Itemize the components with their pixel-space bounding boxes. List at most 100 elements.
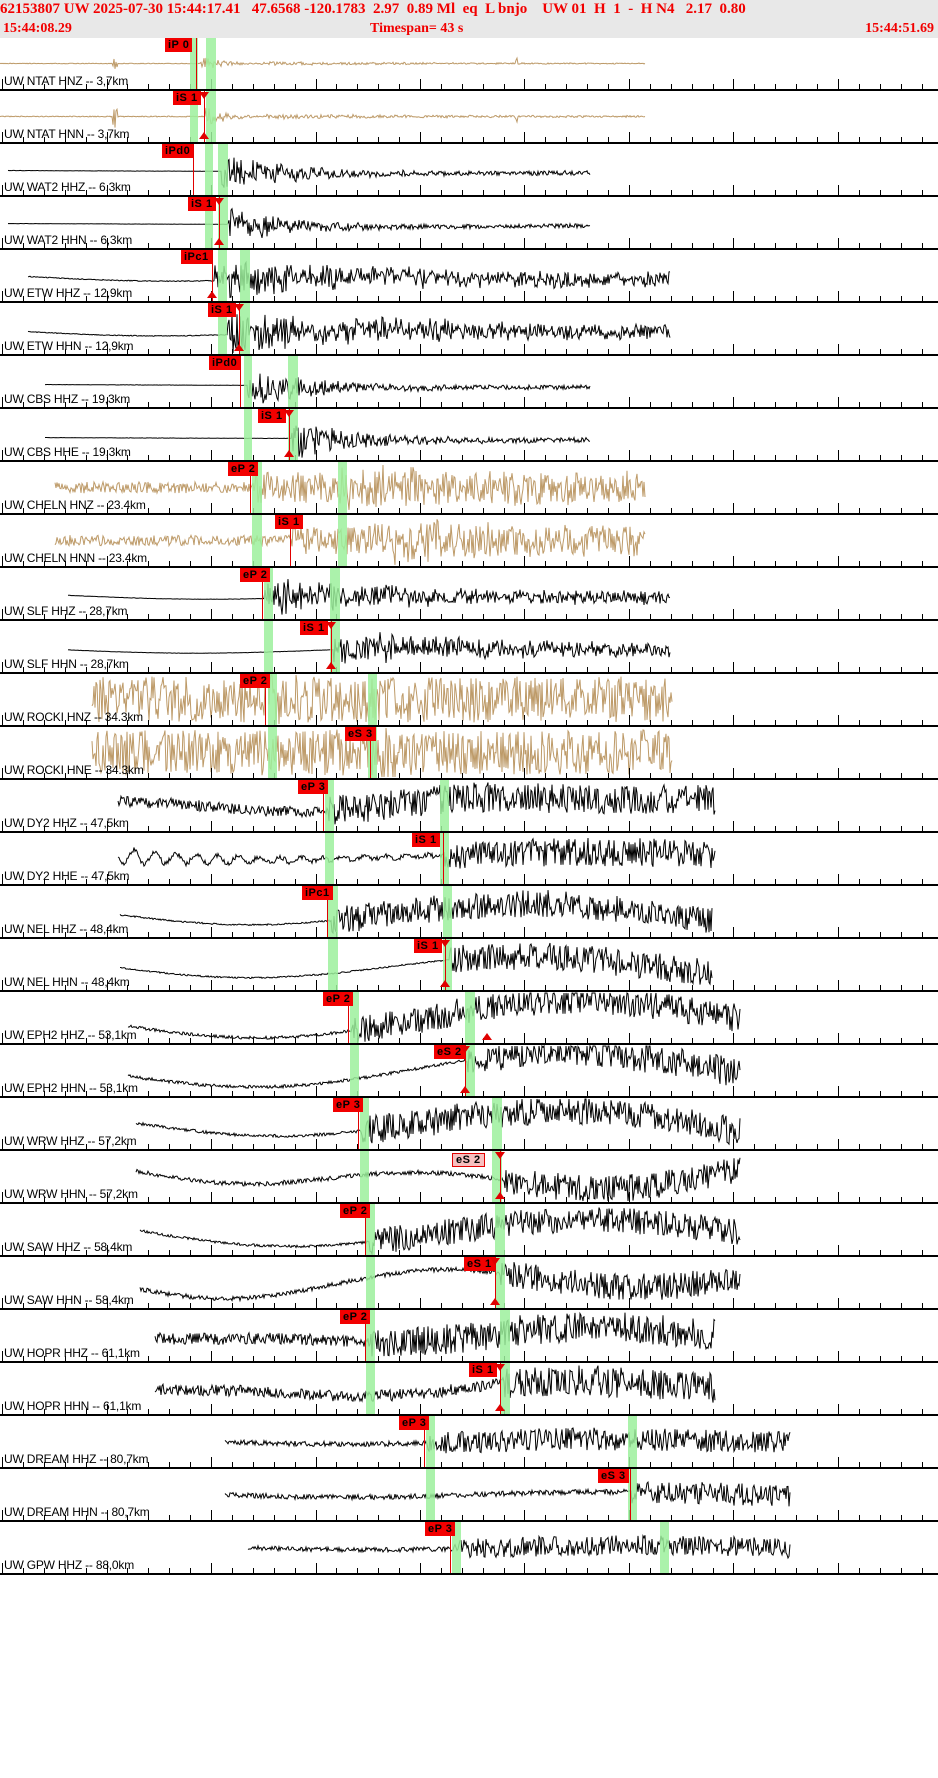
axis-minor-tick <box>86 1409 87 1414</box>
axis-minor-tick <box>608 985 609 990</box>
trace-row[interactable]: eP 2 UW CHELN HNZ -- 23.4km <box>0 462 938 515</box>
trace-row[interactable]: iS 1 UW ETW HHN -- 12,9km <box>0 303 938 356</box>
pick-label[interactable]: iPd0 <box>162 144 194 158</box>
trace-row[interactable]: iS 1 UW CBS HHE -- 19,3km <box>0 409 938 462</box>
pick-label[interactable]: iS 1 <box>258 409 286 423</box>
pick-time-line[interactable] <box>500 1151 501 1202</box>
pick-time-line[interactable] <box>289 409 290 460</box>
trace-row[interactable]: eP 2 UW ROCKI HNZ -- 34.3km <box>0 674 938 727</box>
trace-row[interactable]: iS 1 UW WAT2 HHN -- 6,3km <box>0 197 938 250</box>
pick-label[interactable]: iPd0 <box>209 356 241 370</box>
pick-time-line[interactable] <box>327 886 328 937</box>
pick-label[interactable]: iP 0 <box>165 38 193 52</box>
pick-label[interactable]: eS 3 <box>345 727 376 741</box>
pick-label[interactable]: eP 2 <box>240 568 271 582</box>
pick-label[interactable]: iS 1 <box>414 939 442 953</box>
pick-label[interactable]: iPc1 <box>302 886 333 900</box>
trace-row[interactable]: eP 3 UW GPW HHZ -- 88,0km <box>0 1522 938 1575</box>
trace-row[interactable]: iPc1 UW ETW HHZ -- 12,9km <box>0 250 938 303</box>
trace-row[interactable]: eP 3 UW DREAM HHZ -- 80,7km <box>0 1416 938 1469</box>
trace-row[interactable]: eP 2 UW HOPR HHZ -- 61,1km <box>0 1310 938 1363</box>
trace-row[interactable]: iS 1 UW NEL HHN -- 48,4km <box>0 939 938 992</box>
axis-major-tick <box>524 291 525 301</box>
trace-row[interactable]: eP 3 UW WRW HHZ -- 57,2km <box>0 1098 938 1151</box>
pick-time-line[interactable] <box>239 303 240 354</box>
pick-label[interactable]: iS 1 <box>275 515 303 529</box>
pick-time-line[interactable] <box>219 197 220 248</box>
trace-row[interactable]: eS 2 UW EPH2 HHN -- 53,1km <box>0 1045 938 1098</box>
pick-time-line[interactable] <box>424 1416 425 1467</box>
pick-label[interactable]: iS 1 <box>188 197 216 211</box>
trace-row[interactable]: iS 1 UW SLF HHN -- 28,7km <box>0 621 938 674</box>
pick-label[interactable]: iS 1 <box>300 621 328 635</box>
pick-time-line[interactable] <box>500 1363 501 1414</box>
trace-row[interactable]: iP 0 UW NTAT HNZ -- 3,7km <box>0 38 938 91</box>
pick-label[interactable]: eP 3 <box>298 780 329 794</box>
pick-time-line[interactable] <box>465 1045 466 1096</box>
pick-label[interactable]: iS 1 <box>208 303 236 317</box>
trace-row[interactable]: iS 1 UW NTAT HNN -- 3,7km <box>0 91 938 144</box>
pick-label[interactable]: iS 1 <box>412 833 440 847</box>
trace-row[interactable]: eS 1 UW SAW HHN -- 58,4km <box>0 1257 938 1310</box>
pick-label[interactable]: eP 3 <box>425 1522 456 1536</box>
pick-label[interactable]: eP 2 <box>340 1204 371 1218</box>
axis-minor-tick <box>148 296 149 301</box>
trace-row[interactable]: iPd0 UW CBS HHZ -- 19,3km <box>0 356 938 409</box>
pick-time-line[interactable] <box>348 992 349 1043</box>
pick-label[interactable]: eP 2 <box>228 462 259 476</box>
waveform-trace <box>0 515 938 566</box>
pick-time-line[interactable] <box>212 250 213 301</box>
pick-time-line[interactable] <box>445 939 446 990</box>
pick-time-line[interactable] <box>265 674 266 725</box>
pick-label[interactable]: iS 1 <box>173 91 201 105</box>
trace-row[interactable]: eS 3 UW DREAM HHN -- 80,7km <box>0 1469 938 1522</box>
trace-row[interactable]: iS 1 UW CHELN HNN -- 23.4km <box>0 515 938 568</box>
pick-time-line[interactable] <box>262 568 263 619</box>
trace-row[interactable]: iPd0 UW WAT2 HHZ -- 6,3km <box>0 144 938 197</box>
pick-time-line[interactable] <box>193 144 194 195</box>
trace-row[interactable]: eP 2 UW EPH2 HHZ -- 53,1km <box>0 992 938 1045</box>
pick-time-line[interactable] <box>204 91 205 142</box>
pick-time-line[interactable] <box>370 727 371 778</box>
axis-minor-tick <box>253 1515 254 1520</box>
pick-label[interactable]: eS 1 <box>464 1257 495 1271</box>
trace-row[interactable]: iS 1 UW DY2 HHE -- 47,5km <box>0 833 938 886</box>
pick-time-line[interactable] <box>443 833 444 884</box>
pick-time-line[interactable] <box>331 621 332 672</box>
axis-minor-tick <box>880 879 881 884</box>
axis-minor-tick <box>44 1462 45 1467</box>
pick-time-line[interactable] <box>365 1204 366 1255</box>
axis-major-tick <box>733 821 734 831</box>
axis-minor-tick <box>378 1144 379 1149</box>
pick-time-line[interactable] <box>450 1522 451 1573</box>
trace-row[interactable]: eP 3 UW DY2 HHZ -- 47,5km <box>0 780 938 833</box>
trace-row[interactable]: eS 3 UW ROCKI HNE -- 34.3km <box>0 727 938 780</box>
pick-label[interactable]: eP 2 <box>240 674 271 688</box>
pick-label[interactable]: eS 2 <box>452 1153 485 1167</box>
pick-time-line[interactable] <box>323 780 324 831</box>
pick-label[interactable]: iS 1 <box>469 1363 497 1377</box>
time-axis <box>0 1139 938 1149</box>
pick-time-line[interactable] <box>240 356 241 407</box>
trace-row[interactable]: iS 1 UW HOPR HHN -- 61,1km <box>0 1363 938 1416</box>
pick-label[interactable]: iPc1 <box>181 250 212 264</box>
pick-label[interactable]: eP 3 <box>399 1416 430 1430</box>
pick-label[interactable]: eS 3 <box>598 1469 629 1483</box>
pick-time-line[interactable] <box>495 1257 496 1308</box>
pick-time-line[interactable] <box>250 462 251 513</box>
trace-row[interactable]: iPc1 UW NEL HHZ -- 48,4km <box>0 886 938 939</box>
axis-minor-tick <box>650 1038 651 1043</box>
axis-minor-tick <box>545 773 546 778</box>
pick-time-line[interactable] <box>365 1310 366 1361</box>
pick-label[interactable]: eS 2 <box>434 1045 465 1059</box>
pick-time-line[interactable] <box>196 38 197 89</box>
pick-time-line[interactable] <box>290 515 291 566</box>
trace-row[interactable]: eP 2 UW SAW HHZ -- 58,4km <box>0 1204 938 1257</box>
pick-time-line[interactable] <box>630 1469 631 1520</box>
pick-label[interactable]: eP 3 <box>333 1098 364 1112</box>
pick-time-line[interactable] <box>358 1098 359 1149</box>
trace-row[interactable]: eP 2 UW SLF HHZ -- 28,7km <box>0 568 938 621</box>
trace-row[interactable]: eS 2 UW WRW HHN -- 57,2km <box>0 1151 938 1204</box>
pick-label[interactable]: eP 2 <box>340 1310 371 1324</box>
pick-label[interactable]: eP 2 <box>323 992 354 1006</box>
